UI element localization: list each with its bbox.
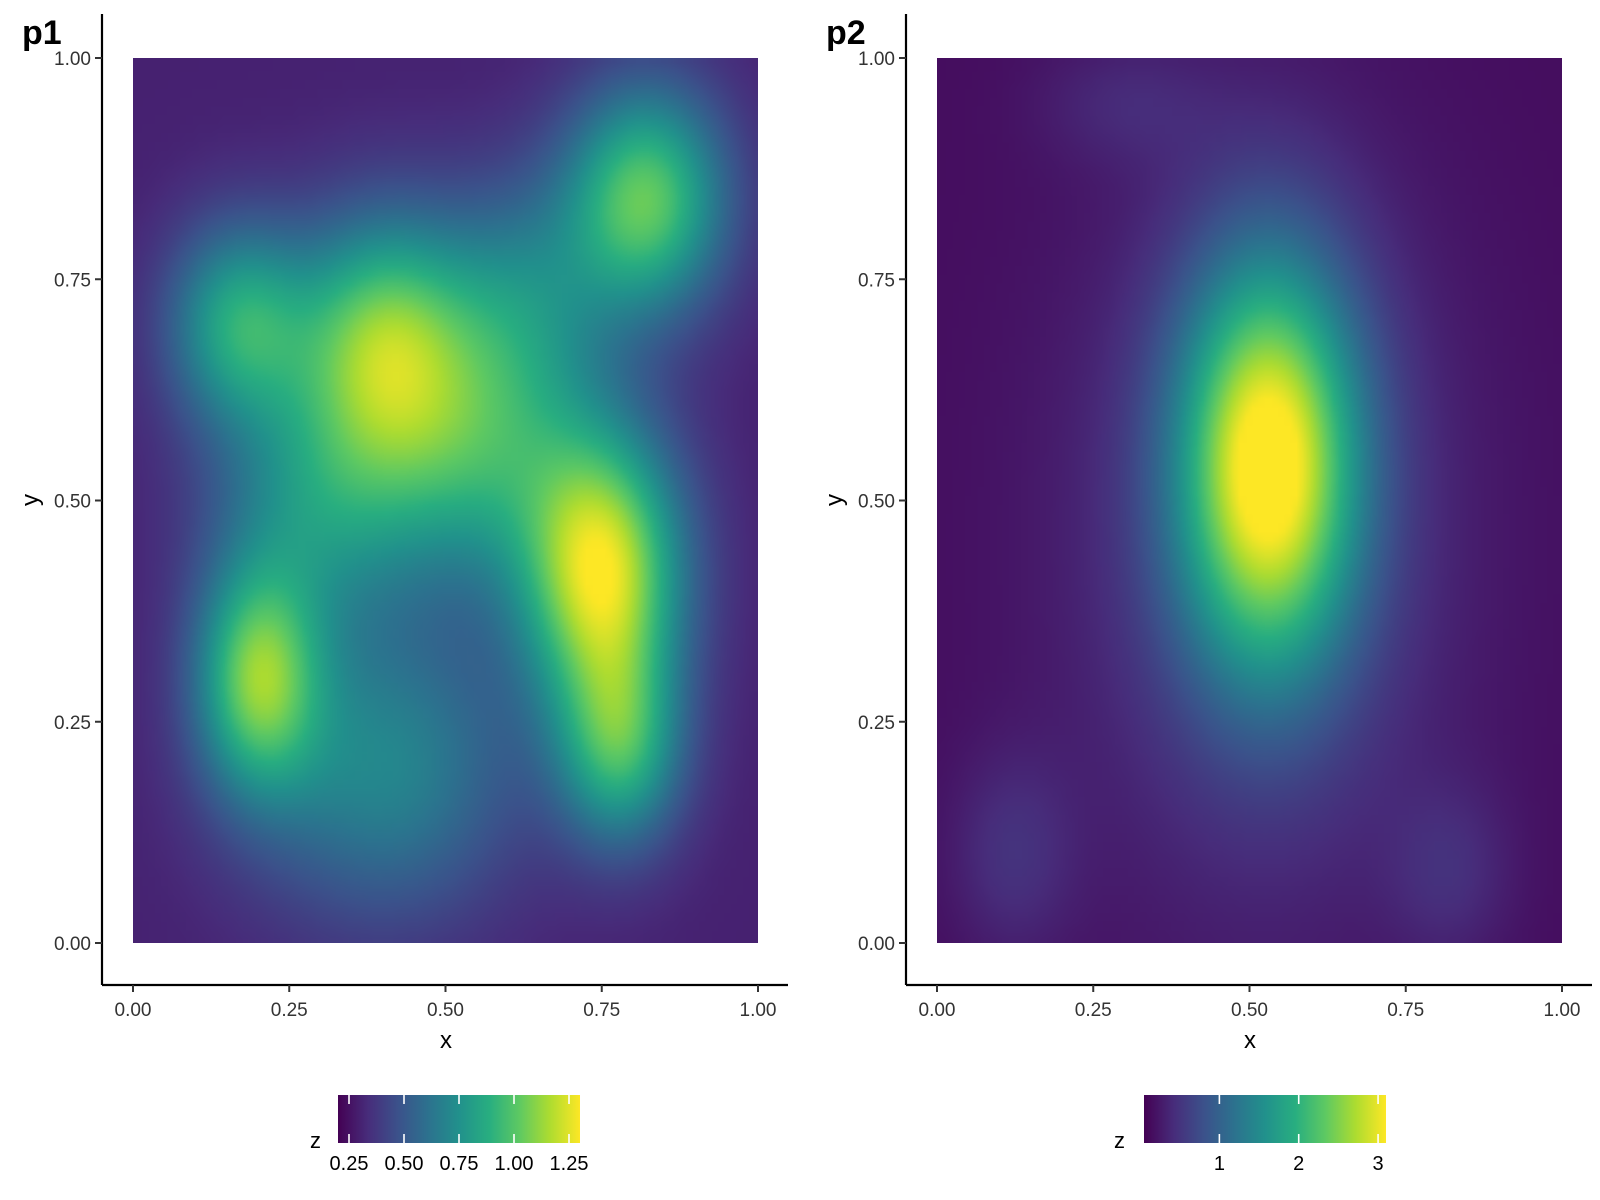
x-tick-label: 1.00 [1544, 1000, 1581, 1021]
axes-p1: 0.00 0.25 0.50 0.75 1.00 0.00 0.25 0.50 0.75 1.00 [54, 14, 788, 1021]
x-tick-label: 0.75 [1387, 1000, 1424, 1021]
y-axis-title-p2: y [821, 494, 848, 506]
x-tick-label: 0.75 [583, 1000, 620, 1021]
colorbar-tick-label: 3 [1373, 1153, 1384, 1175]
y-tick-label: 1.00 [858, 49, 895, 70]
y-tick-label: 0.25 [54, 713, 91, 734]
y-tick-label: 0.50 [858, 492, 895, 513]
colorbar-legend-p2: z 1 2 3 [1114, 1095, 1386, 1175]
x-axis-title-p2: x [1244, 1027, 1256, 1054]
colorbar-tick-label: 0.50 [385, 1153, 424, 1175]
colorbar-tick-label: 1.00 [495, 1153, 534, 1175]
heatmap-p1 [133, 58, 758, 943]
colorbar-tick-label: 1.25 [550, 1153, 589, 1175]
axes-p2: 0.00 0.25 0.50 0.75 1.00 0.00 0.25 0.50 0.75 1.00 [858, 14, 1592, 1021]
x-axis-title-p1: x [440, 1027, 452, 1054]
x-tick-label: 1.00 [740, 1000, 777, 1021]
legend-title-p1: z [310, 1128, 321, 1153]
colorbar-tick-label: 1 [1214, 1153, 1225, 1175]
y-axis-title-p1: y [17, 494, 44, 506]
y-tick-label: 0.25 [858, 713, 895, 734]
colorbar-tick-label: 0.75 [440, 1153, 479, 1175]
colorbar-tick-label: 2 [1293, 1153, 1304, 1175]
panel-tag-p1: p1 [22, 14, 62, 52]
colorbar-legend-p1: z 0.25 0.50 0.75 1.00 1.25 [310, 1095, 588, 1175]
y-tick-label: 0.00 [54, 934, 91, 955]
x-tick-label: 0.00 [919, 1000, 956, 1021]
y-tick-label: 0.50 [54, 492, 91, 513]
y-tick-label: 0.00 [858, 934, 895, 955]
y-tick-label: 0.75 [54, 270, 91, 291]
x-tick-label: 0.50 [1231, 1000, 1268, 1021]
x-tick-label: 0.25 [1075, 1000, 1112, 1021]
colorbar-p2 [1144, 1095, 1386, 1143]
x-tick-label: 0.50 [427, 1000, 464, 1021]
legend-title-p2: z [1114, 1128, 1125, 1153]
colorbar-tick-label: 0.25 [330, 1153, 369, 1175]
y-tick-label: 1.00 [54, 49, 91, 70]
panel-tag-p2: p2 [826, 14, 866, 52]
x-tick-label: 0.00 [115, 1000, 152, 1021]
y-tick-label: 0.75 [858, 270, 895, 291]
heatmap-p2 [937, 58, 1562, 943]
panel-p1: p1 0.00 0.25 0.50 0.75 1.00 0.00 0.25 0.50 0.75 1… [17, 14, 788, 1175]
x-tick-label: 0.25 [271, 1000, 308, 1021]
panel-p2: p2 0.00 0.25 0.50 0.75 1.00 0.00 0.25 0.50 0.75 1… [821, 14, 1592, 1175]
